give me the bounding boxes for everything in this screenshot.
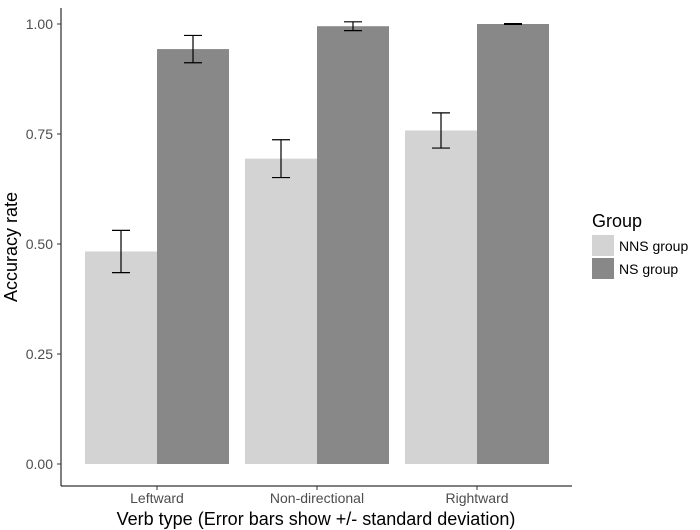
- legend-label: NNS group: [619, 238, 688, 254]
- y-tick-label: 0.25: [26, 346, 53, 362]
- legend-swatch: [592, 258, 614, 279]
- bar-ns-group-rightward: [477, 24, 549, 464]
- x-tick-label: Leftward: [130, 490, 184, 506]
- legend: Group NNS group NS group: [592, 211, 688, 279]
- y-tick-label: 0.50: [26, 236, 53, 252]
- bar-ns-group-non-directional: [317, 26, 389, 464]
- x-tick-label: Rightward: [445, 490, 508, 506]
- bar-nns-group-leftward: [85, 251, 157, 464]
- y-tick-label: 1.00: [26, 16, 53, 32]
- bar-nns-group-rightward: [405, 130, 477, 465]
- x-axis-ticks: Leftward Non-directional Rightward: [130, 486, 509, 506]
- legend-label: NS group: [619, 261, 678, 277]
- error-bar: [112, 229, 130, 274]
- plot-area: [85, 21, 549, 465]
- error-bar: [504, 22, 522, 26]
- y-axis-ticks: 0.00 0.25 0.50 0.75 1.00: [26, 16, 61, 472]
- error-bar: [432, 112, 450, 149]
- error-bar: [184, 34, 202, 64]
- y-axis-title: Accuracy rate: [1, 192, 21, 302]
- legend-swatch: [592, 235, 614, 256]
- error-bar: [272, 139, 290, 179]
- bar-nns-group-non-directional: [245, 158, 317, 464]
- x-tick-label: Non-directional: [270, 490, 364, 506]
- y-tick-label: 0.75: [26, 126, 53, 142]
- y-tick-label: 0.00: [26, 456, 53, 472]
- legend-title: Group: [592, 211, 642, 231]
- x-axis-title: Verb type (Error bars show +/- standard …: [117, 509, 516, 529]
- bar-ns-group-leftward: [157, 49, 229, 464]
- error-bar: [344, 21, 362, 32]
